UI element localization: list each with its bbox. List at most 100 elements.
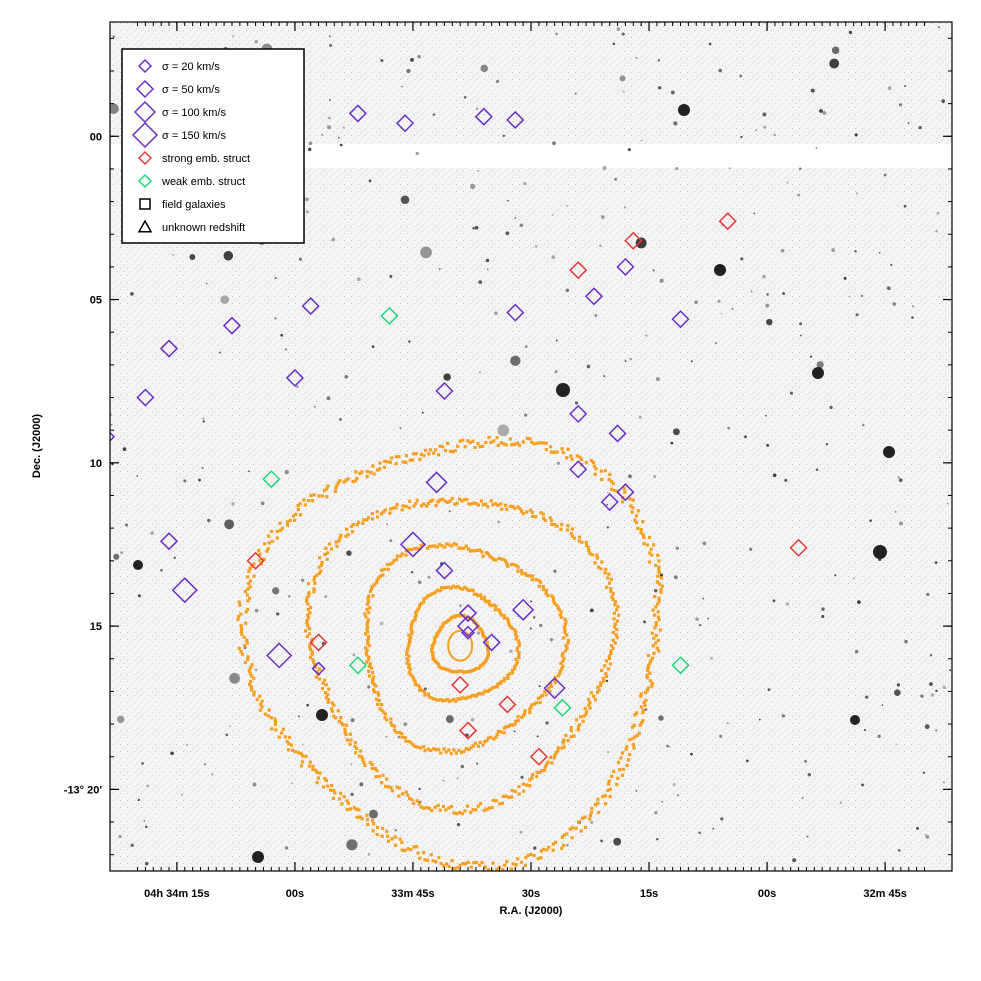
contour-pixel: [501, 794, 505, 799]
legend-label: strong emb. struct: [162, 153, 250, 165]
background-source: [946, 502, 949, 505]
background-source: [942, 781, 945, 784]
contour-pixel: [421, 688, 425, 693]
contour-pixel: [360, 817, 364, 821]
contour-pixel: [487, 806, 492, 810]
legend-marker-square: [139, 198, 151, 210]
background-source: [607, 751, 609, 753]
contour-pixel: [574, 718, 579, 722]
contour-pixel: [540, 768, 544, 773]
contour-pixel: [516, 714, 520, 719]
contour-pixel: [461, 438, 465, 442]
contour-pixel: [273, 717, 277, 721]
data-point-diamond: [506, 110, 525, 130]
contour-pixel: [365, 817, 370, 822]
contour-pixel: [245, 593, 250, 597]
contour-pixel: [555, 450, 559, 454]
contour-pixel: [395, 785, 399, 789]
contour-pixel: [561, 450, 565, 455]
contour-pixel: [367, 674, 372, 678]
contour-pixel: [407, 654, 411, 658]
contour-pixel: [493, 685, 497, 689]
contour-pixel: [576, 728, 580, 732]
contour-pixel: [400, 731, 404, 736]
contour-pixel: [463, 615, 468, 619]
background-source: [839, 801, 842, 804]
contour-pixel: [515, 660, 519, 664]
background-source: [328, 35, 331, 38]
contour-pixel: [365, 607, 369, 611]
contour-pixel: [416, 851, 420, 855]
background-source: [367, 853, 371, 856]
contour-pixel: [654, 641, 658, 645]
contour-pixel: [399, 554, 403, 558]
contour-pixel: [554, 751, 558, 755]
contour-pixel: [476, 692, 480, 696]
contour-pixel: [631, 736, 635, 741]
contour-pixel: [484, 502, 488, 506]
background-source: [350, 763, 353, 766]
data-point-diamond: [285, 368, 304, 387]
background-source: [432, 113, 436, 117]
contour-pixel: [606, 788, 610, 793]
contour-pixel: [335, 544, 339, 548]
contour-pixel: [515, 646, 520, 650]
background-source: [904, 639, 908, 644]
background-source: [887, 86, 892, 91]
contour-pixel: [603, 571, 607, 575]
background-source: [410, 570, 414, 574]
background-source: [860, 294, 864, 298]
contour-pixel: [308, 645, 312, 649]
contour-pixel: [278, 521, 282, 525]
contour-pixel: [603, 794, 608, 798]
contour-pixel: [596, 685, 600, 689]
contour-pixel: [395, 502, 399, 507]
background-source: [519, 830, 523, 834]
contour-pixel: [633, 735, 637, 739]
contour-pixel: [376, 576, 381, 580]
contour-pixel: [626, 758, 630, 762]
contour-pixel: [414, 614, 418, 618]
contour-pixel: [502, 614, 506, 618]
contour-pixel: [502, 676, 507, 681]
contour-pixel: [430, 544, 434, 548]
contour-pixel: [239, 626, 244, 631]
contour-pixel: [531, 773, 535, 777]
contour-pixel: [304, 754, 308, 759]
background-source: [346, 839, 358, 851]
contour-pixel: [366, 637, 370, 641]
contour-pixel: [260, 699, 264, 703]
contour-pixel: [631, 743, 635, 747]
contour-pixel: [412, 845, 416, 849]
contour-pixel: [503, 559, 508, 563]
background-source: [308, 141, 313, 146]
contour-pixel: [404, 454, 409, 458]
contour-pixel: [483, 635, 487, 639]
contour-pixel: [366, 516, 371, 520]
contour-pixel: [324, 546, 328, 550]
contour-pixel: [353, 744, 357, 749]
contour-pixel: [405, 652, 409, 656]
contour-pixel: [569, 729, 574, 733]
bright-star: [678, 104, 690, 116]
x-tick-label: 15s: [640, 888, 658, 900]
background-source: [125, 523, 129, 527]
contour-pixel: [290, 748, 295, 752]
contour-pixel: [312, 578, 316, 582]
background-source: [305, 210, 309, 214]
contour-pixel: [476, 442, 480, 446]
contour-pixel: [650, 656, 655, 660]
contour-pixel: [607, 779, 611, 783]
contour-pixel: [367, 664, 372, 668]
background-source: [460, 764, 465, 769]
contour-pixel: [536, 696, 540, 701]
contour-pixel: [563, 617, 567, 621]
contour-pixel: [247, 569, 251, 573]
contour-pixel: [562, 636, 566, 640]
contour-pixel: [494, 558, 498, 562]
contour-pixel: [517, 644, 521, 648]
contour-pixel: [537, 584, 542, 588]
background-source: [745, 759, 749, 763]
contour-pixel: [562, 833, 566, 837]
contour-pixel: [407, 548, 411, 552]
